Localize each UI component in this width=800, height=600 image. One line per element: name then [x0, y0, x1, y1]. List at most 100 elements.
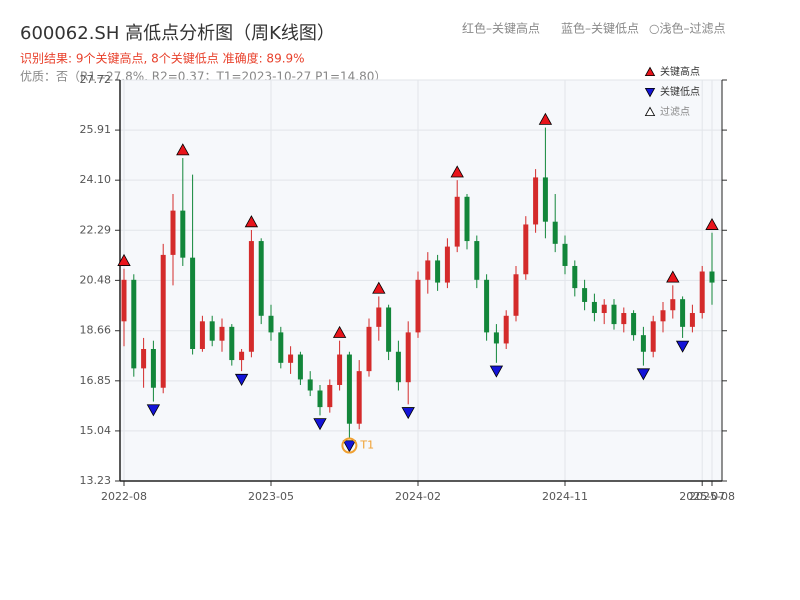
marker [332, 325, 347, 338]
candle-body [484, 279, 490, 333]
marker [538, 112, 553, 125]
candle-body [141, 348, 147, 369]
candle-body [376, 307, 382, 327]
marker [489, 365, 504, 378]
y-tick-label: 22.29 [80, 223, 112, 236]
candle-body [699, 271, 705, 314]
candle-body [268, 315, 274, 333]
x-tick-label: 2025-08 [689, 490, 735, 503]
candle-body [180, 210, 186, 258]
marker [117, 253, 131, 266]
candle-body [444, 246, 450, 283]
candle-body [307, 379, 313, 391]
marker [342, 440, 357, 453]
marker [313, 418, 327, 431]
marker [176, 143, 190, 156]
marker [675, 340, 690, 353]
candle-body [297, 354, 303, 380]
candle-body [160, 254, 166, 388]
y-tick-label: 20.48 [80, 273, 112, 286]
candle-body [689, 313, 695, 327]
x-tick-label: 2024-02 [395, 490, 441, 503]
chart-title: 600062.SH 高低点分析图（周K线图） [20, 23, 335, 44]
y-tick-label: 16.85 [80, 374, 112, 387]
candle-body [542, 177, 548, 222]
candle-body [170, 210, 176, 255]
x-tick-label: 2022-08 [101, 490, 147, 503]
candle-body [395, 351, 401, 383]
candle-body [190, 257, 196, 349]
marker [244, 215, 259, 228]
candle-body [405, 332, 411, 383]
candle-body [572, 265, 578, 289]
legend-marker [644, 106, 656, 116]
candle-body [288, 354, 294, 363]
candle-body [474, 241, 480, 280]
candle-body [631, 313, 637, 336]
candle-body [533, 177, 539, 225]
legend-label: 关键高点 [660, 65, 700, 78]
candle-body [248, 241, 254, 352]
candle-body [621, 313, 627, 325]
candle-body [493, 332, 499, 344]
marker [234, 373, 249, 386]
candle-body [366, 326, 372, 372]
legend-label: 过滤点 [660, 105, 690, 118]
marker [705, 217, 719, 230]
header-legend: 红色–关键高点 [462, 21, 540, 36]
candle-body [513, 274, 519, 316]
marker [666, 270, 680, 283]
candle-body [503, 315, 509, 344]
header-legend: ○浅色–过滤点 [649, 22, 725, 36]
candle-body [386, 307, 392, 352]
marker [401, 407, 415, 420]
candle-body [562, 243, 568, 266]
marker [372, 281, 386, 294]
candle-body [415, 279, 421, 333]
candle-body [611, 304, 617, 325]
x-tick-label: 2024-11 [542, 490, 588, 503]
legend-marker [644, 88, 656, 98]
marker [146, 404, 161, 417]
candle-body [709, 271, 715, 283]
candle-body [640, 335, 646, 352]
y-tick-label: 27.72 [80, 73, 112, 86]
header-legend: 蓝色–关键低点 [561, 22, 639, 36]
candle-body [660, 310, 666, 322]
candle-body [278, 332, 284, 363]
y-tick-label: 13.23 [80, 474, 112, 487]
candle-body [317, 390, 323, 408]
legend-label: 关键低点 [660, 85, 700, 98]
candle-body [258, 241, 264, 316]
x-tick-label: 2025-07 [679, 490, 725, 503]
candle-body [650, 321, 656, 352]
candle-body [454, 196, 460, 247]
candle-body [199, 321, 205, 349]
candle-body [150, 348, 156, 388]
marker [636, 368, 651, 381]
candle-body [680, 299, 686, 327]
candle-body [121, 279, 127, 322]
annotation-ring [341, 437, 358, 454]
candle-body [131, 279, 137, 369]
candle-body [229, 326, 235, 361]
candle-body [337, 354, 343, 385]
candle-body [327, 384, 333, 408]
annotation-label: T1 [359, 439, 374, 452]
candle-body [219, 326, 225, 341]
candle-body [552, 221, 558, 244]
candle-body [209, 321, 215, 341]
candle-body [464, 196, 470, 242]
candle-body [346, 354, 352, 424]
chart-subtitle: 识别结果: 9个关键高点, 8个关键低点 准确度: 89.9% [20, 51, 305, 66]
x-tick-label: 2023-05 [248, 490, 294, 503]
candle-body [523, 224, 529, 275]
candle-body [670, 299, 676, 311]
candle-body [239, 351, 245, 361]
marker [450, 165, 464, 178]
candle-body [591, 301, 597, 314]
legend-marker [644, 66, 656, 76]
candle-body [435, 260, 441, 283]
y-tick-label: 18.66 [80, 324, 112, 337]
